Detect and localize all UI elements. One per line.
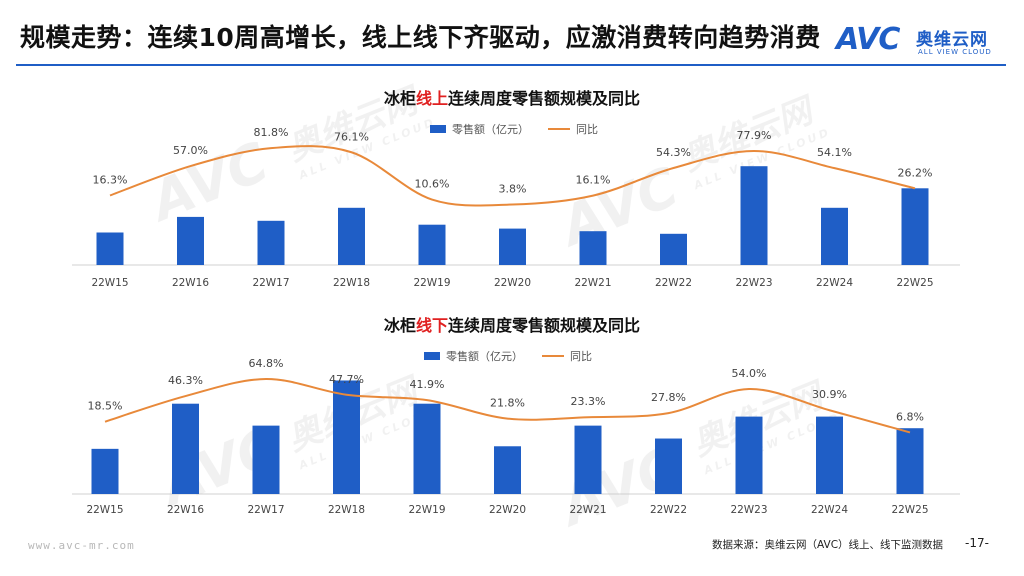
chart1-tick-label: 22W24 — [816, 277, 853, 289]
chart1-data-label: 57.0% — [173, 144, 208, 157]
chart1-yoy-line — [109, 145, 916, 207]
chart2-data-label: 6.8% — [896, 410, 924, 423]
chart2-legend-bar-label: 零售额（亿元） — [446, 349, 523, 363]
logo-en: ALL VIEW CLOUD — [918, 48, 992, 56]
chart1-data-label: 10.6% — [415, 178, 450, 191]
chart2-tick-label: 22W20 — [489, 504, 526, 516]
chart2-bar — [91, 448, 119, 494]
chart2-data-label: 18.5% — [88, 400, 123, 413]
chart2-bar — [735, 416, 763, 494]
chart1-data-label: 77.9% — [737, 129, 772, 142]
chart1-data-label: 76.1% — [334, 130, 369, 143]
chart2-yoy-line — [104, 378, 911, 434]
footer-url[interactable]: www.avc-mr.com — [28, 539, 135, 552]
chart1-tick-label: 22W22 — [655, 277, 692, 289]
chart1-bar — [740, 166, 768, 265]
chart1-data-label: 26.2% — [898, 166, 933, 179]
chart2-data-label: 47.7% — [329, 373, 364, 386]
logo-mark: AVC — [836, 22, 900, 57]
chart2-bar — [172, 403, 199, 494]
chart1-data-label: 16.1% — [576, 174, 611, 187]
chart2-data-label: 54.0% — [732, 367, 767, 380]
chart1-bar — [499, 228, 526, 265]
chart1-bar — [96, 232, 124, 265]
chart1-legend-bar-label: 零售额（亿元） — [452, 122, 529, 136]
chart1-bar — [821, 207, 848, 265]
chart2-bar — [655, 438, 682, 494]
chart1-title-part: 线上 — [416, 89, 448, 108]
chart2-title-part: 连续周度零售额规模及同比 — [448, 316, 640, 335]
chart2-bar — [896, 428, 924, 494]
chart2-title-part: 线下 — [416, 316, 448, 335]
chart2-title: 冰柜线下连续周度零售额规模及同比 — [384, 316, 640, 335]
chart2-data-label: 41.9% — [410, 378, 445, 391]
chart1-data-label: 81.8% — [254, 126, 289, 139]
chart1-bar — [418, 224, 446, 265]
chart2-tick-label: 22W22 — [650, 504, 687, 516]
chart1-bar — [901, 188, 929, 265]
chart2-title-part: 冰柜 — [384, 316, 416, 335]
chart2-legend-bar-swatch — [424, 352, 440, 360]
chart1-legend-line-label: 同比 — [576, 123, 598, 136]
chart1-tick-label: 22W16 — [172, 277, 209, 289]
chart2-tick-label: 22W24 — [811, 504, 848, 516]
chart1-bar — [579, 231, 607, 265]
chart2-bar — [494, 446, 521, 494]
chart2-bar — [574, 425, 602, 494]
title-divider — [16, 64, 1006, 66]
chart1-legend-bar-swatch — [430, 125, 446, 133]
chart1-tick-label: 22W17 — [252, 277, 289, 289]
chart1-title-part: 冰柜 — [384, 89, 416, 108]
footer-source: 数据来源：奥维云网（AVC）线上、线下监测数据 — [712, 539, 944, 551]
chart2-data-label: 30.9% — [812, 388, 847, 401]
chart2-bar — [413, 403, 441, 494]
page-title: 规模走势：连续10周高增长，线上线下齐驱动，应激消费转向趋势消费 — [20, 23, 821, 52]
chart2-tick-label: 22W17 — [247, 504, 284, 516]
avc-logo: AVC 奥维云网 ALL VIEW CLOUD — [836, 22, 1011, 60]
chart1-data-label: 3.8% — [499, 182, 527, 195]
chart1-data-label: 54.1% — [817, 146, 852, 159]
chart1-tick-label: 22W15 — [91, 277, 128, 289]
chart2-bar — [333, 380, 360, 494]
chart2-data-label: 46.3% — [168, 374, 203, 387]
chart1-bar — [177, 216, 204, 265]
chart1-bar — [338, 207, 365, 265]
chart1-bar — [257, 220, 285, 265]
chart1-tick-label: 22W23 — [735, 277, 772, 289]
chart1-title: 冰柜线上连续周度零售额规模及同比 — [384, 89, 640, 108]
chart1-title-part: 连续周度零售额规模及同比 — [448, 89, 640, 108]
chart2-tick-label: 22W15 — [86, 504, 123, 516]
chart2-bar — [816, 416, 843, 494]
chart1-tick-label: 22W19 — [413, 277, 450, 289]
page-number: -17- — [965, 536, 989, 550]
chart2-data-label: 64.8% — [249, 357, 284, 370]
chart2-tick-label: 22W25 — [891, 504, 928, 516]
chart2-bar — [252, 425, 280, 494]
chart2-tick-label: 22W23 — [730, 504, 767, 516]
chart1-tick-label: 22W21 — [574, 277, 611, 289]
chart1-tick-label: 22W20 — [494, 277, 531, 289]
chart2-tick-label: 22W21 — [569, 504, 606, 516]
chart2-data-label: 27.8% — [651, 391, 686, 404]
chart1-data-label: 54.3% — [656, 146, 691, 159]
logo-cn: 奥维云网 — [916, 30, 988, 50]
chart1-data-label: 16.3% — [93, 173, 128, 186]
chart2-data-label: 21.8% — [490, 397, 525, 410]
chart2-legend-line-label: 同比 — [570, 350, 592, 363]
chart1-tick-label: 22W25 — [896, 277, 933, 289]
chart1-bar — [660, 233, 687, 265]
chart2-tick-label: 22W18 — [328, 504, 365, 516]
chart2-tick-label: 22W16 — [167, 504, 204, 516]
chart2-tick-label: 22W19 — [408, 504, 445, 516]
chart2-data-label: 23.3% — [571, 395, 606, 408]
chart1-tick-label: 22W18 — [333, 277, 370, 289]
